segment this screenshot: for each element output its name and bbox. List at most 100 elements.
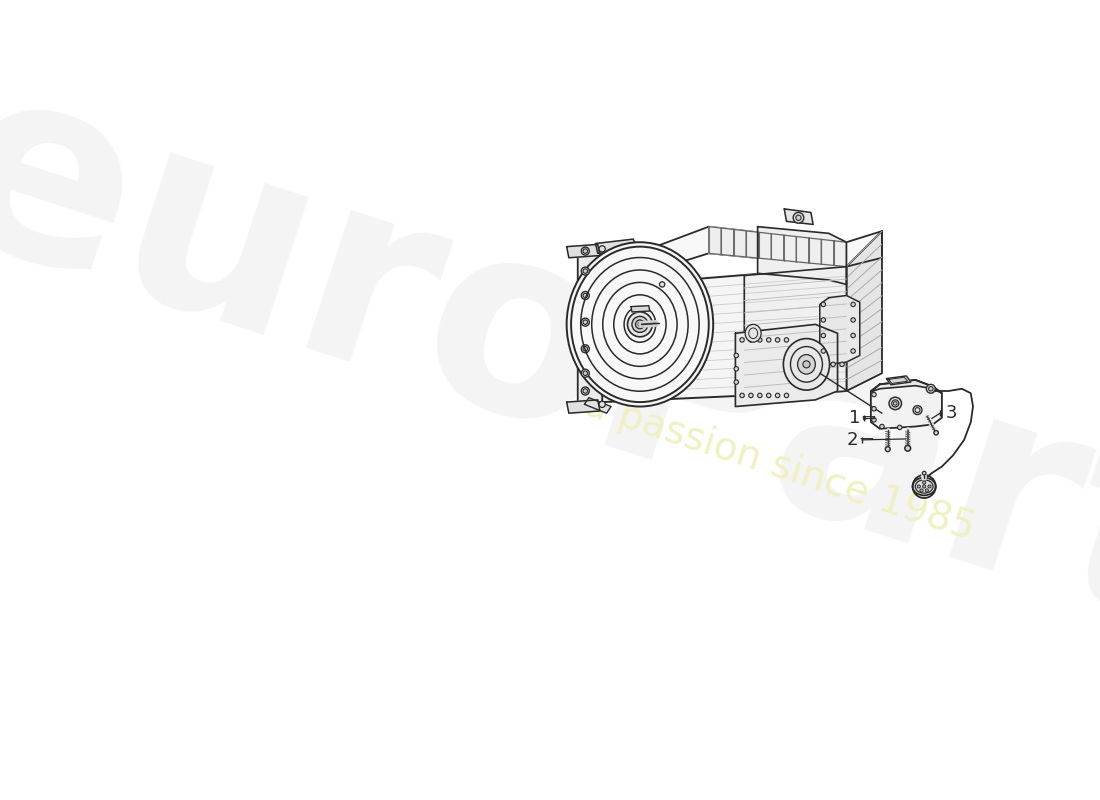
Circle shape — [917, 485, 921, 488]
Circle shape — [851, 318, 856, 322]
Polygon shape — [758, 226, 846, 285]
Circle shape — [776, 338, 780, 342]
Polygon shape — [889, 378, 908, 383]
Circle shape — [886, 446, 890, 452]
Circle shape — [872, 406, 877, 411]
Circle shape — [631, 316, 648, 332]
Polygon shape — [887, 376, 911, 385]
Polygon shape — [736, 324, 837, 406]
Circle shape — [913, 406, 922, 414]
Circle shape — [923, 485, 926, 488]
Circle shape — [784, 394, 789, 398]
Polygon shape — [808, 238, 822, 264]
Polygon shape — [708, 226, 722, 254]
Circle shape — [821, 302, 826, 306]
Circle shape — [934, 430, 938, 435]
Circle shape — [923, 481, 926, 484]
Circle shape — [795, 215, 801, 221]
Polygon shape — [784, 209, 813, 225]
Text: —: — — [861, 410, 876, 425]
Polygon shape — [834, 241, 846, 266]
Circle shape — [851, 349, 856, 354]
Polygon shape — [871, 380, 942, 394]
Circle shape — [928, 485, 931, 488]
Text: euroParts: euroParts — [0, 40, 1100, 734]
Circle shape — [581, 247, 590, 255]
Circle shape — [627, 312, 652, 337]
Circle shape — [920, 489, 923, 492]
Polygon shape — [578, 251, 602, 406]
Circle shape — [740, 394, 745, 398]
Polygon shape — [595, 239, 638, 254]
Circle shape — [830, 362, 835, 366]
Circle shape — [581, 387, 590, 395]
Circle shape — [740, 338, 745, 342]
Polygon shape — [871, 380, 942, 429]
Text: 2: 2 — [847, 431, 858, 449]
Circle shape — [581, 345, 590, 353]
Circle shape — [821, 349, 826, 354]
Circle shape — [583, 320, 587, 324]
Ellipse shape — [783, 338, 829, 390]
Circle shape — [734, 354, 738, 358]
Circle shape — [583, 389, 587, 394]
Polygon shape — [584, 398, 612, 414]
Circle shape — [839, 362, 844, 366]
Circle shape — [600, 402, 605, 407]
Circle shape — [583, 249, 587, 254]
Ellipse shape — [915, 480, 933, 493]
Polygon shape — [722, 228, 734, 256]
Circle shape — [758, 394, 762, 398]
Polygon shape — [746, 231, 759, 258]
Polygon shape — [602, 266, 846, 402]
Circle shape — [638, 322, 641, 326]
Circle shape — [581, 291, 590, 299]
Text: 3: 3 — [946, 404, 957, 422]
Circle shape — [749, 394, 754, 398]
Polygon shape — [759, 232, 771, 259]
Circle shape — [898, 425, 902, 430]
Circle shape — [660, 282, 664, 287]
Circle shape — [872, 418, 877, 422]
Circle shape — [821, 334, 826, 338]
Circle shape — [600, 246, 605, 252]
Circle shape — [821, 318, 826, 322]
Polygon shape — [822, 239, 834, 266]
Circle shape — [776, 394, 780, 398]
Circle shape — [581, 318, 590, 326]
Circle shape — [889, 398, 902, 410]
Polygon shape — [602, 226, 882, 286]
Polygon shape — [566, 400, 600, 414]
Circle shape — [851, 302, 856, 306]
Circle shape — [767, 394, 771, 398]
Circle shape — [893, 402, 898, 406]
Polygon shape — [734, 230, 746, 257]
Circle shape — [851, 334, 856, 338]
Polygon shape — [631, 306, 650, 312]
Circle shape — [581, 370, 590, 378]
Circle shape — [734, 366, 738, 371]
Ellipse shape — [571, 246, 708, 402]
Circle shape — [758, 338, 762, 342]
Ellipse shape — [745, 324, 761, 342]
Circle shape — [872, 392, 877, 397]
Circle shape — [793, 213, 804, 223]
Circle shape — [880, 424, 884, 429]
Polygon shape — [566, 245, 600, 258]
Ellipse shape — [566, 242, 713, 406]
Circle shape — [583, 294, 587, 298]
Text: —: — — [859, 433, 873, 447]
Circle shape — [583, 269, 587, 274]
Polygon shape — [796, 237, 808, 263]
Polygon shape — [784, 235, 796, 262]
Circle shape — [784, 338, 789, 342]
Polygon shape — [846, 231, 882, 391]
Polygon shape — [820, 295, 860, 364]
Circle shape — [749, 338, 754, 342]
Circle shape — [905, 446, 911, 451]
Ellipse shape — [798, 354, 815, 374]
Circle shape — [926, 384, 935, 394]
Ellipse shape — [913, 478, 936, 495]
Circle shape — [928, 386, 933, 391]
Polygon shape — [745, 266, 846, 400]
